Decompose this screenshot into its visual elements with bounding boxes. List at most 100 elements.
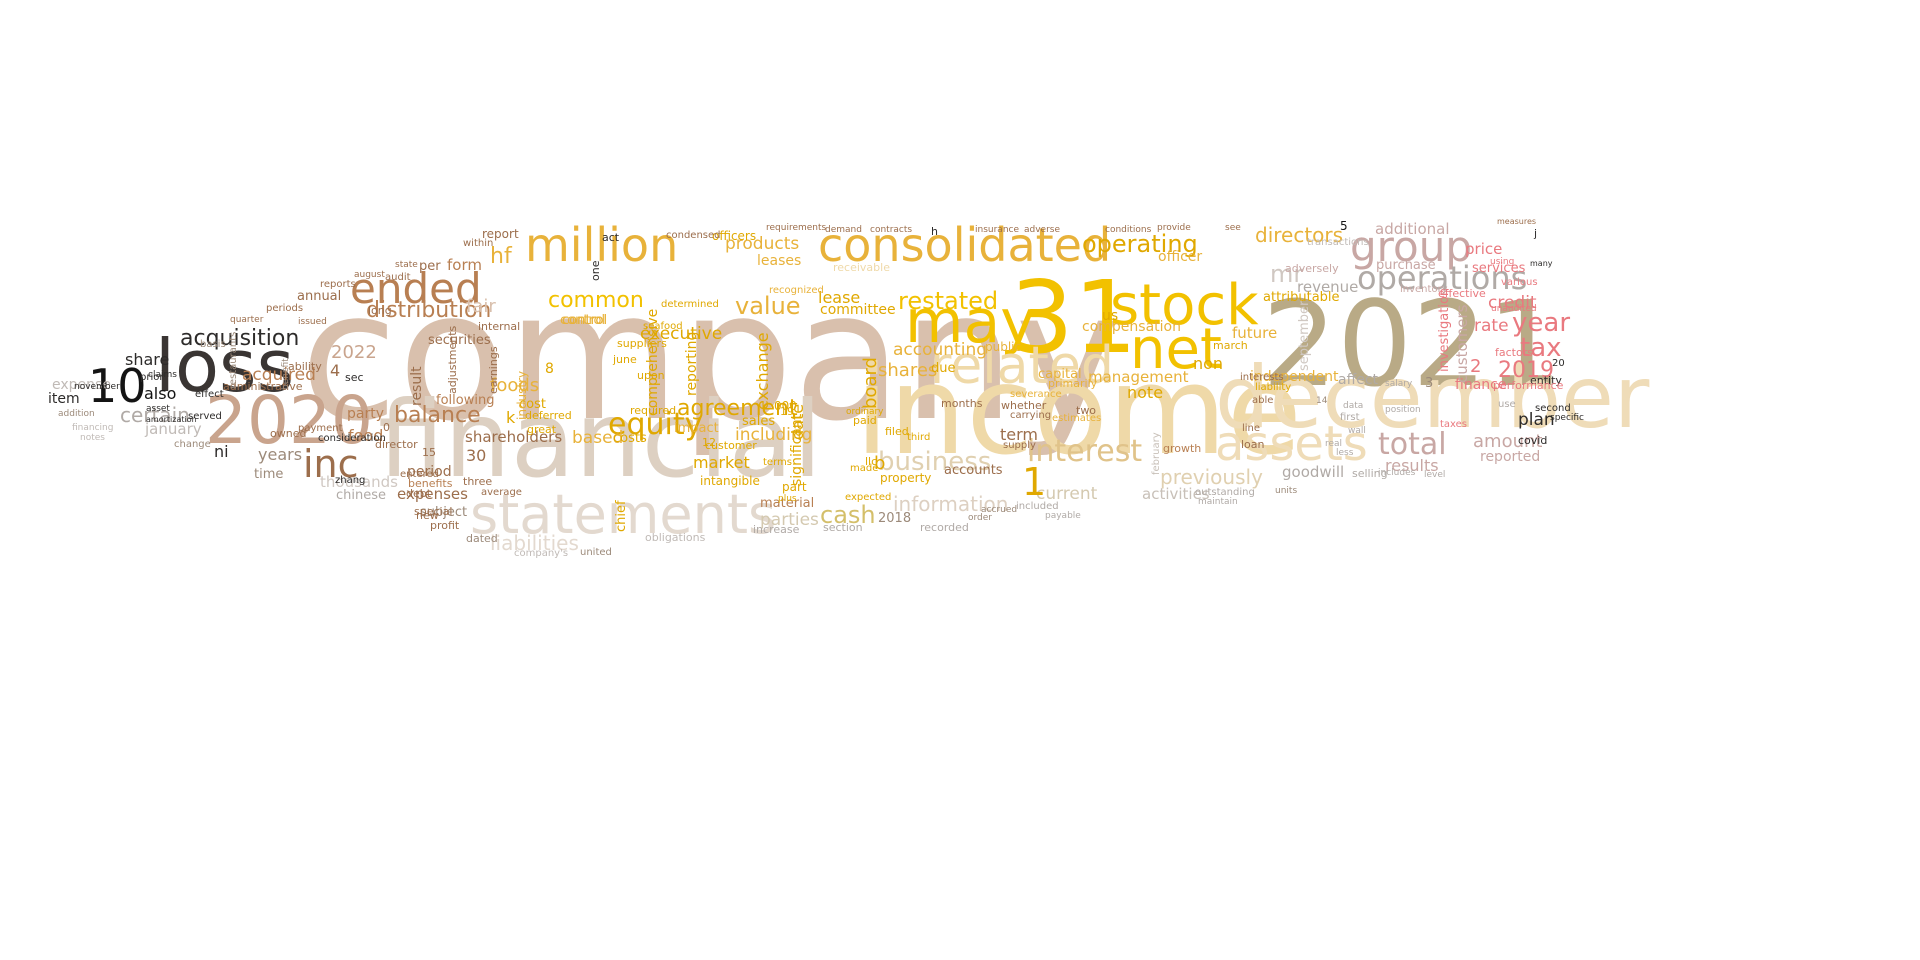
word-september: september <box>1297 300 1312 371</box>
word-data: data <box>1343 401 1364 411</box>
word-dated: dated <box>466 532 498 545</box>
word-impact: impact <box>674 421 719 436</box>
word-tax: tax <box>1520 333 1562 363</box>
word-000: 000 <box>774 399 797 413</box>
word-obligations: obligations <box>645 531 706 544</box>
word-llc: llc <box>865 455 878 468</box>
word-audit: audit <box>385 272 411 283</box>
word-upon: upon <box>637 369 665 382</box>
word-future: future <box>1232 324 1278 342</box>
word-three: three <box>463 475 493 488</box>
word-finance: finance <box>1455 377 1507 393</box>
word-liability: liability <box>1255 382 1292 393</box>
word-conditions: conditions <box>1105 225 1152 235</box>
word-amortization: amortization <box>146 415 197 424</box>
word-increase: increase <box>753 523 800 536</box>
word-part: part <box>782 480 807 494</box>
word-market: market <box>693 453 750 472</box>
word-inc: inc <box>303 442 359 486</box>
word-property: property <box>880 471 932 485</box>
word-period: period <box>407 464 452 480</box>
word-note: note <box>1127 383 1164 402</box>
word-insurance: insurance <box>975 225 1020 235</box>
word-lease: lease <box>818 288 861 307</box>
word-long: long <box>368 304 392 317</box>
word-accounts: accounts <box>944 463 1003 478</box>
word-management: management <box>1088 368 1189 386</box>
word-outstanding: outstanding <box>1195 487 1255 498</box>
word-determined: determined <box>661 299 719 310</box>
word-rate: rate <box>1474 316 1509 336</box>
word-entity: entity <box>1530 374 1562 387</box>
word-benefit: benefit <box>281 358 291 390</box>
word-common: common <box>548 288 644 313</box>
word-claims: claims <box>148 370 177 380</box>
word-provide: provide <box>1157 223 1191 233</box>
word-31: 31 <box>1010 259 1138 376</box>
word-whether: whether <box>1001 399 1047 412</box>
word-includes: includes <box>1378 468 1416 478</box>
word-2021: 2021 <box>1262 275 1563 413</box>
word-benefits: benefits <box>408 477 453 490</box>
word-form: form <box>447 256 482 274</box>
word-8: 8 <box>545 361 554 377</box>
word-order: order <box>968 513 992 523</box>
word-cash: cash <box>820 501 876 529</box>
word-position: position <box>1385 405 1421 415</box>
word-company: company <box>300 253 1121 460</box>
word-officer: officer <box>1158 249 1203 265</box>
word-december: december <box>1215 348 1650 448</box>
word-basis: basis <box>200 339 226 350</box>
word-report: report <box>482 227 519 241</box>
word-internal: internal <box>478 320 521 333</box>
word-agreement: agreement <box>677 396 798 421</box>
word-expenses: expenses <box>397 485 468 503</box>
word-fair: fair <box>466 296 496 317</box>
word-accounting: accounting <box>893 340 988 360</box>
word-expense: expense <box>52 377 111 393</box>
word-special: special <box>414 505 453 518</box>
word-owned: owned <box>270 427 307 440</box>
word-selling: selling <box>1352 467 1388 480</box>
word-subject: subject <box>420 505 468 520</box>
word-products: products <box>725 234 800 254</box>
word-ability: ability <box>288 360 322 373</box>
word-due: due <box>931 361 956 376</box>
word-taxes: taxes <box>1440 419 1468 430</box>
word-4: 4 <box>330 361 341 380</box>
word-restated: restated <box>898 287 999 315</box>
word-0: 0 <box>383 421 390 434</box>
word-loan: loan <box>1241 438 1265 451</box>
word-non: non <box>1193 354 1224 373</box>
word-securities: securities <box>428 333 491 348</box>
word-less: less <box>1336 448 1354 458</box>
word-costs: costs <box>613 431 647 446</box>
word-b: b <box>874 453 886 474</box>
word-investigation: investigation <box>1437 287 1452 372</box>
word-many: many <box>1530 259 1553 268</box>
word-change: change <box>174 439 211 450</box>
word-liabilities: liabilities <box>490 531 579 555</box>
word-officers: officers <box>712 229 757 243</box>
word-also: also <box>144 384 177 403</box>
word-able: able <box>1252 395 1274 406</box>
word-great: great <box>527 423 557 436</box>
word-2: 2 <box>1470 356 1482 377</box>
word-certain: certain <box>120 403 190 427</box>
word-required: required <box>630 404 677 417</box>
word-chief: chief <box>614 500 629 532</box>
word-19: 19 <box>780 405 794 418</box>
word-balance: balance <box>394 403 481 428</box>
word-state: state <box>395 260 418 270</box>
word-item: item <box>48 391 80 407</box>
word-adverse: adverse <box>1024 225 1061 235</box>
word-revenue: revenue <box>1297 278 1359 296</box>
word-executive: executive <box>640 324 723 344</box>
word-addition: addition <box>58 409 95 419</box>
word-condensed: condensed <box>666 230 721 241</box>
word-quarter: quarter <box>230 315 264 325</box>
word-first: first <box>1340 412 1360 423</box>
word-adversely: adversely <box>1285 262 1339 275</box>
word-including: including <box>735 425 813 445</box>
